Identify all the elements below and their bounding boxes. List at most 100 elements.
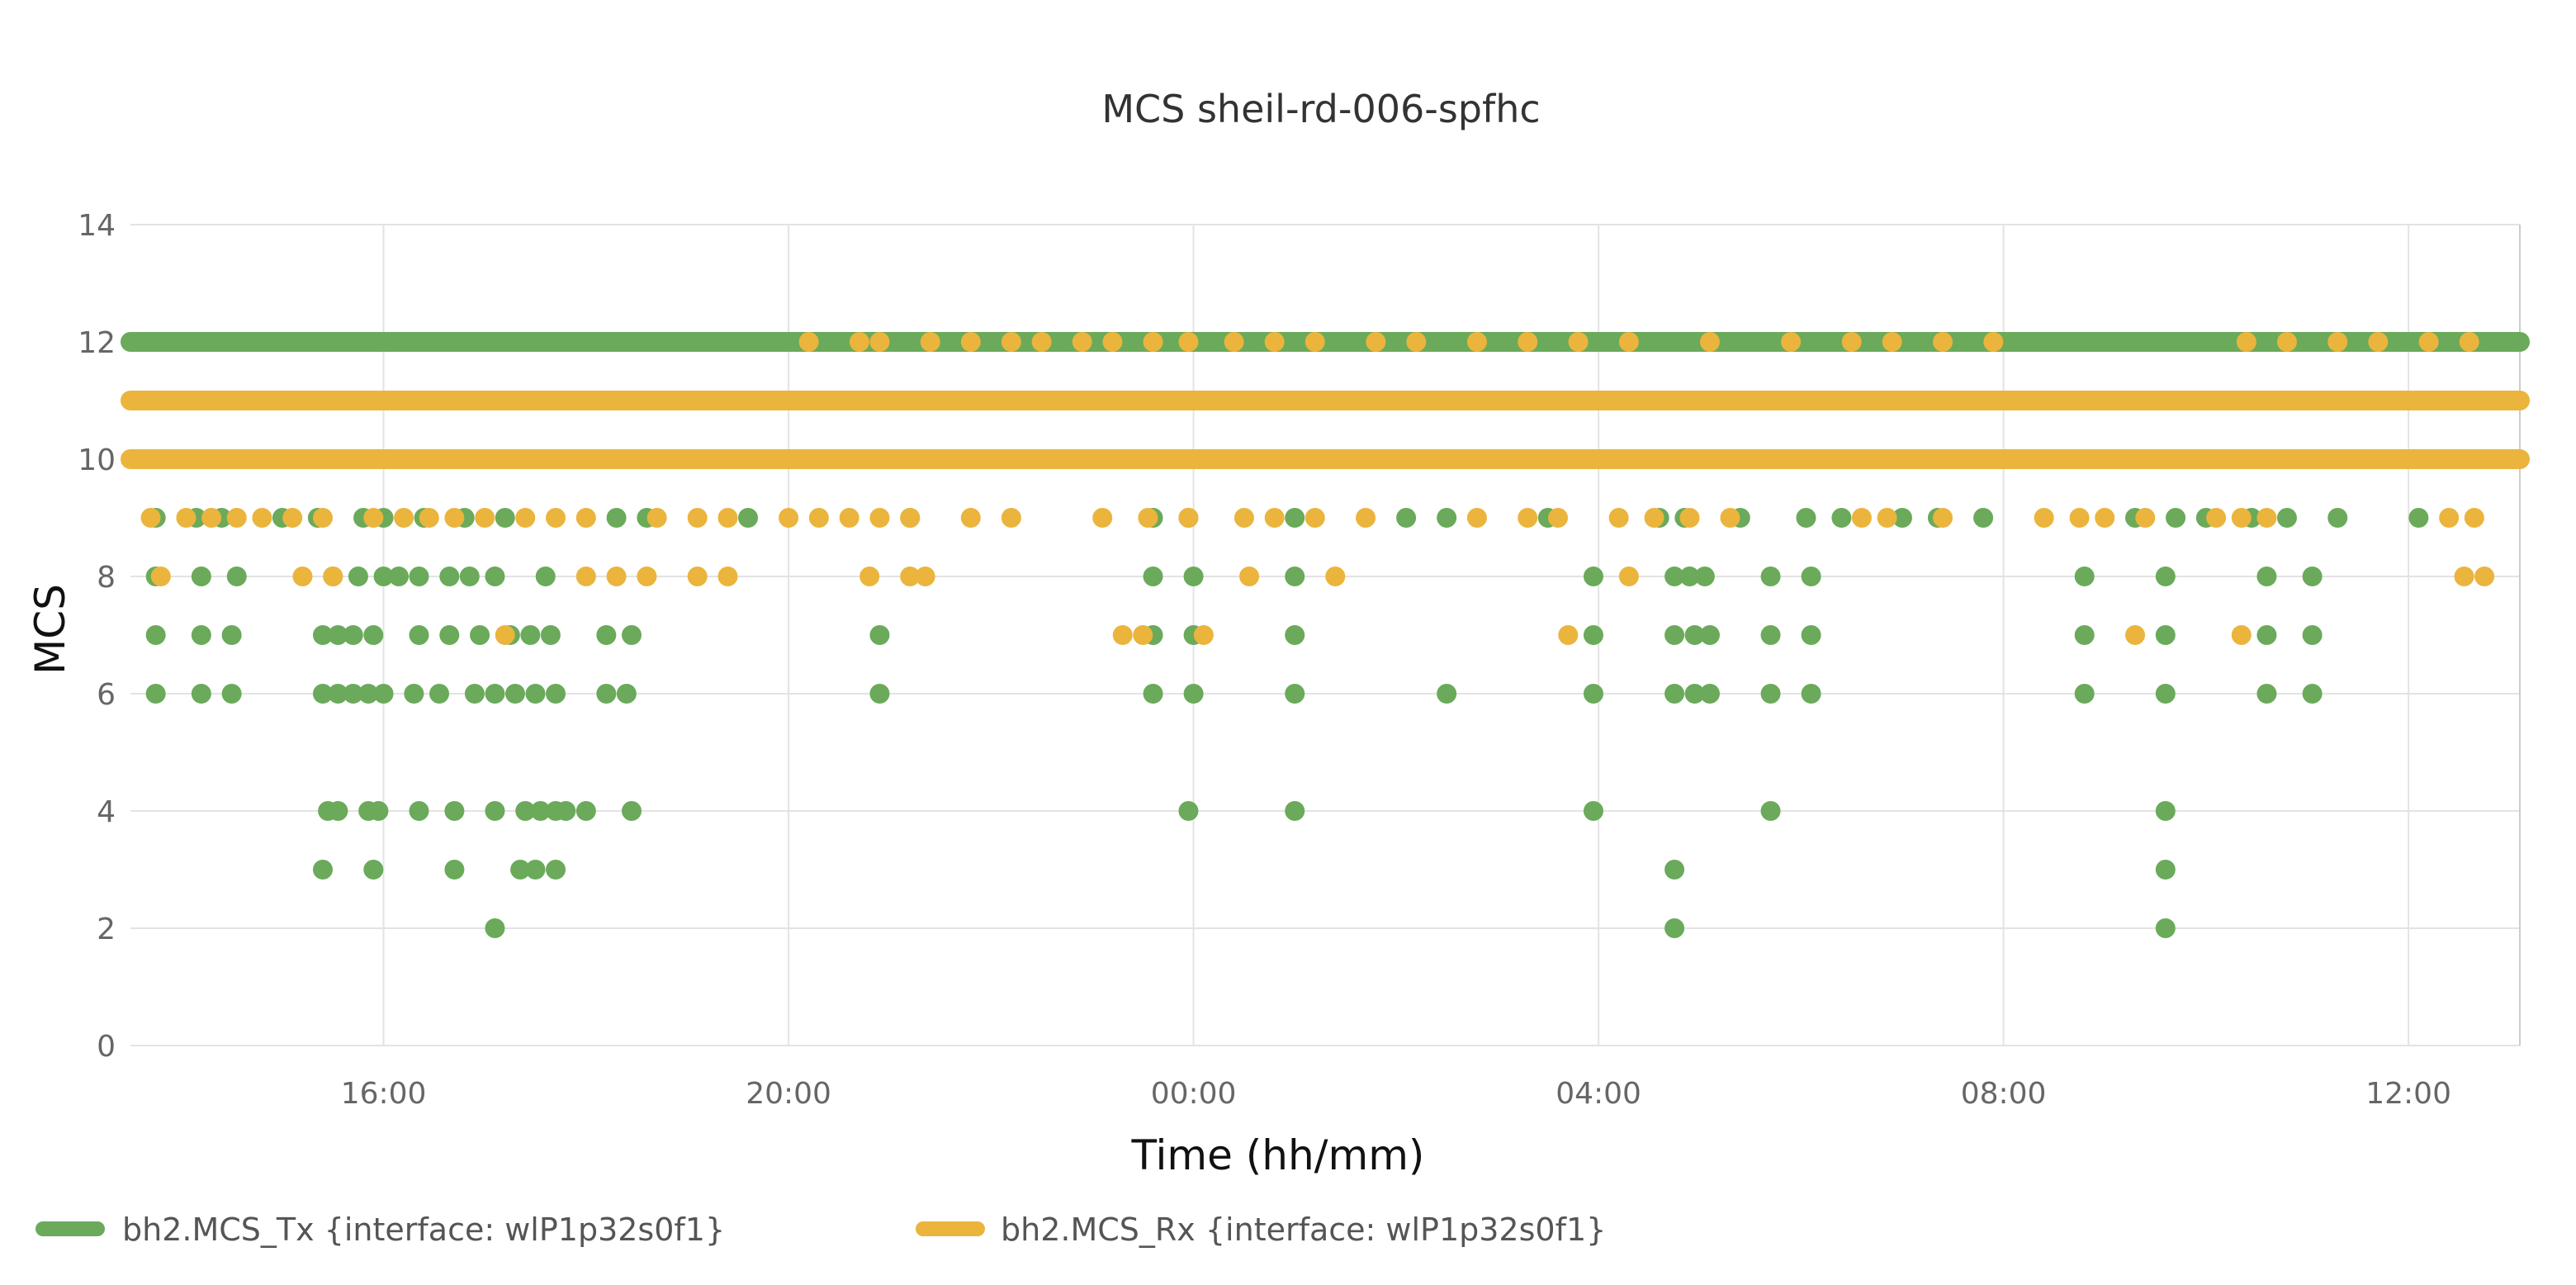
data-point (1699, 332, 1720, 352)
data-point (1644, 508, 1664, 528)
data-point (373, 567, 394, 586)
data-point (470, 625, 490, 645)
data-point (1760, 684, 1781, 704)
data-point (176, 508, 197, 528)
data-point (1694, 567, 1715, 586)
data-point (409, 567, 429, 586)
data-point (1664, 918, 1685, 938)
data-point (546, 508, 566, 528)
data-point (596, 625, 617, 645)
data-point (869, 625, 890, 645)
y-tick-label: 2 (97, 913, 116, 946)
data-point (404, 684, 424, 704)
data-point (1933, 508, 1953, 528)
data-point (2418, 332, 2439, 352)
data-point (1618, 567, 1639, 586)
data-point (1264, 332, 1285, 352)
data-point (515, 801, 536, 821)
data-point (312, 625, 333, 645)
data-point (2302, 625, 2323, 645)
data-point (1684, 625, 1705, 645)
y-axis-label: MCS (26, 584, 74, 675)
data-point (606, 567, 627, 586)
data-point (859, 567, 880, 586)
data-point (1801, 567, 1821, 586)
data-point (485, 684, 505, 704)
chart-title: MCS sheil-rd-006-spfhc (1101, 87, 1540, 131)
data-point (394, 508, 414, 528)
x-axis-label: Time (hh/mm) (1131, 1131, 1425, 1179)
data-point (869, 332, 890, 352)
data-point (596, 684, 617, 704)
data-point (191, 684, 211, 704)
y-tick-label: 10 (78, 443, 116, 477)
data-point (1933, 332, 1953, 352)
data-point (687, 508, 708, 528)
data-point (2155, 801, 2176, 821)
data-point (444, 801, 465, 821)
data-point (1239, 567, 1260, 586)
legend: bh2.MCS_Tx {interface: wlP1p32s0f1} bh2.… (36, 1212, 1606, 1248)
data-point (221, 684, 242, 704)
data-point (2074, 567, 2095, 586)
series-tx (121, 332, 2530, 938)
data-point (1183, 567, 1204, 586)
data-point (1796, 508, 1816, 528)
data-point (1178, 508, 1199, 528)
data-point (368, 801, 389, 821)
data-point (779, 508, 799, 528)
data-point (2368, 332, 2389, 352)
data-point (915, 567, 935, 586)
data-point (2166, 508, 2186, 528)
data-point (221, 625, 242, 645)
data-point (687, 567, 708, 586)
data-point (1548, 508, 1569, 528)
data-point (1001, 332, 1021, 352)
data-point (1437, 684, 1457, 704)
data-point (1684, 684, 1705, 704)
data-point (348, 567, 368, 586)
data-point (515, 508, 536, 528)
data-point (622, 625, 642, 645)
data-point (1583, 801, 1603, 821)
data-point (2155, 567, 2176, 586)
data-point (150, 567, 171, 586)
data-point (1558, 625, 1579, 645)
legend-entry-rx[interactable]: bh2.MCS_Rx {interface: wlP1p32s0f1} (916, 1212, 1606, 1248)
data-point (495, 625, 515, 645)
legend-entry-tx[interactable]: bh2.MCS_Tx {interface: wlP1p32s0f1} (36, 1212, 725, 1248)
series-rx (121, 332, 2530, 645)
data-point (540, 625, 561, 645)
y-tick-labels: 0 2 4 6 8 10 12 14 (78, 209, 116, 1064)
data-point (738, 508, 759, 528)
data-point (1664, 684, 1685, 704)
data-point (2135, 508, 2156, 528)
data-point (546, 860, 566, 880)
data-point (485, 801, 505, 821)
data-point (900, 508, 921, 528)
data-point (616, 684, 637, 704)
data-point (1801, 625, 1821, 645)
data-point (363, 625, 384, 645)
data-point (1437, 508, 1457, 528)
data-point (575, 567, 596, 586)
data-point (1518, 332, 1538, 352)
data-point (1143, 332, 1163, 352)
data-point (343, 684, 363, 704)
data-point (140, 508, 161, 528)
data-point (1679, 567, 1700, 586)
data-point (1285, 567, 1305, 586)
data-point (464, 684, 485, 704)
data-point (475, 508, 495, 528)
data-point (1664, 567, 1685, 586)
data-point (2125, 625, 2146, 645)
data-point (1072, 332, 1092, 352)
data-point (530, 801, 551, 821)
x-tick-label: 04:00 (1556, 1077, 1641, 1111)
data-point (1892, 508, 1912, 528)
data-point (839, 508, 859, 528)
y-tick-label: 6 (97, 678, 116, 712)
data-point (1356, 508, 1376, 528)
data-point (2034, 508, 2054, 528)
